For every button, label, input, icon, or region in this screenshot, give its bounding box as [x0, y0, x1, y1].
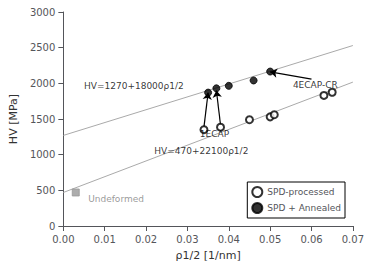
svg-text:HV=470+22100ρ1/2: HV=470+22100ρ1/2 — [154, 146, 248, 156]
svg-text:Undeformed: Undeformed — [88, 194, 144, 204]
svg-text:3000: 3000 — [30, 7, 55, 18]
svg-text:0.01: 0.01 — [94, 234, 116, 245]
svg-text:HV [MPa]: HV [MPa] — [7, 94, 20, 144]
svg-text:SPD-processed: SPD-processed — [267, 187, 334, 197]
svg-text:SPD + Annealed: SPD + Annealed — [267, 203, 341, 213]
svg-text:0.05: 0.05 — [259, 234, 281, 245]
svg-text:1500: 1500 — [30, 114, 55, 125]
svg-text:0: 0 — [49, 221, 55, 232]
svg-text:2500: 2500 — [30, 42, 55, 53]
svg-text:0.03: 0.03 — [176, 234, 198, 245]
svg-text:0.07: 0.07 — [342, 234, 364, 245]
svg-text:2000: 2000 — [30, 78, 55, 89]
svg-text:1ECAP: 1ECAP — [200, 129, 230, 139]
svg-text:ρ1/2 [1/nm]: ρ1/2 [1/nm] — [176, 249, 241, 262]
svg-text:0.00: 0.00 — [52, 234, 74, 245]
svg-text:HV=1270+18000ρ1/2: HV=1270+18000ρ1/2 — [84, 81, 184, 91]
svg-text:0.04: 0.04 — [218, 234, 240, 245]
svg-text:0.02: 0.02 — [135, 234, 157, 245]
svg-text:1000: 1000 — [30, 149, 55, 160]
svg-text:4ECAP-CR: 4ECAP-CR — [293, 80, 338, 90]
svg-text:500: 500 — [36, 185, 55, 196]
svg-text:0.06: 0.06 — [300, 234, 322, 245]
